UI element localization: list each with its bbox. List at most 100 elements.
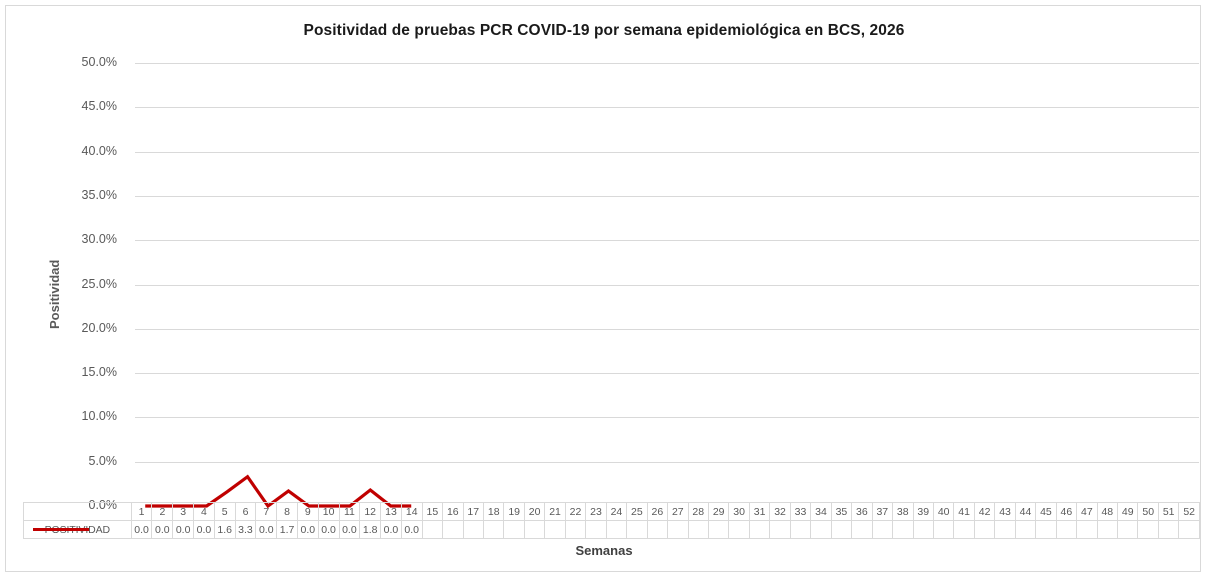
data-table: 1 2 3 4 5 6 7 8 9 10 11 12 13 14 15 16 17 18 19 20 21 22 23 24 2… <box>23 502 1200 539</box>
table-header-week: 10 <box>317 502 340 521</box>
table-cell-value <box>503 520 525 539</box>
gridline <box>135 461 1199 463</box>
y-axis-tick-label: 35.0% <box>81 187 117 202</box>
y-axis-tick-label: 30.0% <box>81 232 117 247</box>
table-header-week: 43 <box>994 502 1016 521</box>
table-cell-value: 0.0 <box>151 520 174 539</box>
table-header-week: 9 <box>296 502 319 521</box>
y-axis-tick-label: 45.0% <box>81 99 117 114</box>
table-header-week: 26 <box>646 502 669 521</box>
table-cell-value <box>1157 520 1180 539</box>
table-cell-value: 3.3 <box>234 520 257 539</box>
table-cell-value: 0.0 <box>193 520 215 539</box>
table-header-week: 7 <box>255 502 278 521</box>
x-axis-title: Semanas <box>575 543 633 558</box>
table-cell-value <box>482 520 505 539</box>
table-header-week: 3 <box>172 502 195 521</box>
gridline <box>135 63 1199 64</box>
table-cell-value: 0.0 <box>296 520 319 539</box>
table-header-week: 23 <box>585 502 607 521</box>
table-cell-value <box>810 520 832 539</box>
table-cell-value <box>1076 520 1098 539</box>
table-row-series: POSITIVIDAD 0.00.00.00.01.63.30.01.70.00… <box>23 520 1200 539</box>
table-header-week: 40 <box>932 502 955 521</box>
table-header-week: 46 <box>1055 502 1078 521</box>
table-header-week: 8 <box>276 502 298 521</box>
table-header-week: 19 <box>503 502 525 521</box>
table-cell-value <box>892 520 914 539</box>
table-header-week: 30 <box>728 502 750 521</box>
y-axis-tick-label: 15.0% <box>81 365 117 380</box>
table-cell-value: 0.0 <box>400 520 423 539</box>
table-cell-value <box>544 520 566 539</box>
table-header-week: 52 <box>1178 502 1200 521</box>
table-cell-value: 0.0 <box>255 520 278 539</box>
y-axis-tick-label: 10.0% <box>81 409 117 424</box>
table-cell-value <box>1035 520 1057 539</box>
table-cell-value <box>932 520 955 539</box>
table-header-week: 15 <box>421 502 444 521</box>
table-header-week: 1 <box>130 502 153 521</box>
table-cell-value: 0.0 <box>317 520 340 539</box>
table-cell-value: 0.0 <box>130 520 153 539</box>
table-header-week: 50 <box>1137 502 1159 521</box>
table-cell-value <box>605 520 628 539</box>
table-cell-value <box>769 520 791 539</box>
table-header-week: 35 <box>830 502 853 521</box>
table-cell-value <box>1055 520 1078 539</box>
table-cell-value: 0.0 <box>172 520 195 539</box>
table-cell-value <box>1178 520 1200 539</box>
y-axis-tick-label: 5.0% <box>88 453 118 468</box>
y-axis-title: Positividad <box>47 259 62 329</box>
table-cell-value <box>585 520 607 539</box>
table-cell-value <box>1096 520 1119 539</box>
table-header-week: 29 <box>707 502 730 521</box>
table-cell-value <box>626 520 648 539</box>
table-cell-value <box>462 520 484 539</box>
y-axis-tick-label: 20.0% <box>81 320 117 335</box>
table-header-week: 17 <box>462 502 484 521</box>
table-header-week: 27 <box>667 502 689 521</box>
table-header-week: 37 <box>871 502 894 521</box>
table-cell-value: 0.0 <box>338 520 361 539</box>
table-header-week: 14 <box>400 502 423 521</box>
table-cell-value <box>442 520 464 539</box>
table-cell-value <box>871 520 894 539</box>
table-header-week: 42 <box>973 502 996 521</box>
gridline <box>135 284 1199 286</box>
gridline <box>135 328 1199 330</box>
gridline <box>135 417 1199 419</box>
table-cell-value: 1.8 <box>359 520 382 539</box>
table-header-week: 24 <box>605 502 628 521</box>
table-header-week: 16 <box>442 502 464 521</box>
table-cell-value <box>646 520 669 539</box>
table-header-week: 28 <box>687 502 709 521</box>
legend-spacer-cell <box>23 502 132 521</box>
legend-line-swatch <box>33 528 89 531</box>
plot-area: 50.0% 45.0% 40.0% 35.0% 30.0% 25.0% 20.0% 15.0%… <box>82 55 1199 512</box>
chart-container: Positividad de pruebas PCR COVID-19 por … <box>5 5 1201 572</box>
table-cell-value <box>851 520 873 539</box>
table-header-week: 32 <box>769 502 791 521</box>
table-cell-value: 1.7 <box>276 520 298 539</box>
table-header-week: 41 <box>953 502 975 521</box>
table-cell-value <box>667 520 689 539</box>
table-header-week: 31 <box>748 502 771 521</box>
gridline <box>135 195 1199 197</box>
table-header-week: 20 <box>523 502 546 521</box>
table-header-week: 4 <box>193 502 215 521</box>
table-cell-value <box>564 520 587 539</box>
table-header-week: 2 <box>151 502 174 521</box>
table-cell-value: 0.0 <box>380 520 402 539</box>
table-header-week: 22 <box>564 502 587 521</box>
legend-entry-positividad: POSITIVIDAD <box>23 520 132 539</box>
table-cell-value <box>1014 520 1037 539</box>
table-header-week: 38 <box>892 502 914 521</box>
gridline <box>135 107 1199 109</box>
table-cell-value <box>707 520 730 539</box>
table-header-week: 21 <box>544 502 566 521</box>
table-header-week: 13 <box>380 502 402 521</box>
table-header-week: 47 <box>1076 502 1098 521</box>
y-axis-tick-label: 40.0% <box>81 143 117 158</box>
table-cell-value <box>421 520 444 539</box>
